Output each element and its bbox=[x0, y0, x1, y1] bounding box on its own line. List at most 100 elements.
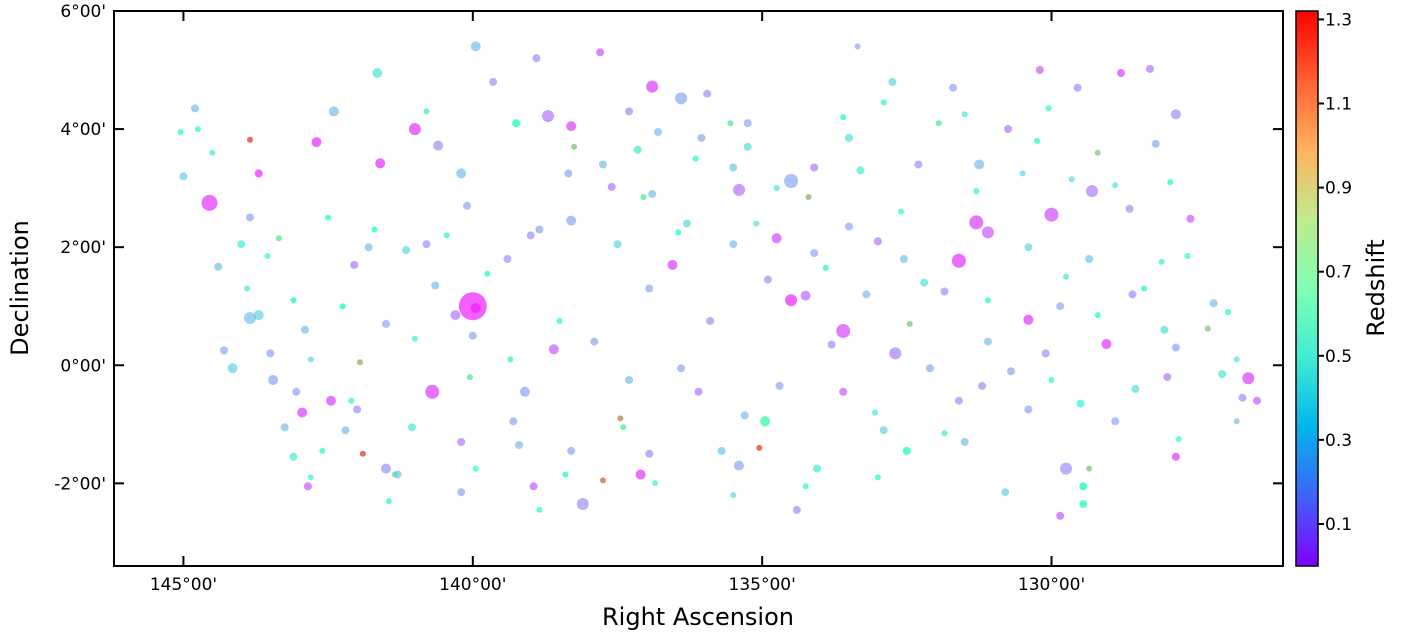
galaxy-point bbox=[307, 356, 314, 363]
galaxy-point bbox=[633, 145, 642, 154]
galaxy-point bbox=[214, 262, 223, 271]
galaxy-point bbox=[983, 337, 992, 346]
galaxy-point bbox=[515, 441, 524, 449]
galaxy-point bbox=[1045, 105, 1052, 112]
galaxy-point bbox=[654, 128, 662, 136]
colorbar-tick-label: 0.5 bbox=[1325, 347, 1352, 367]
colorbar-tick-label: 1.1 bbox=[1325, 95, 1352, 115]
y-axis-ticks: 6°00' 4°00' 2°00' 0°00' -2°00' bbox=[54, 2, 1283, 494]
galaxy-point bbox=[1024, 405, 1033, 414]
galaxy-point bbox=[244, 312, 256, 324]
galaxy-point bbox=[201, 194, 218, 211]
galaxy-point bbox=[873, 237, 882, 246]
galaxy-point bbox=[706, 317, 715, 325]
galaxy-point bbox=[348, 397, 355, 404]
galaxy-point bbox=[640, 194, 647, 200]
colorbar-ticks: 1.3 1.1 0.9 0.7 0.5 0.3 0.1 bbox=[1318, 10, 1352, 535]
galaxy-point bbox=[1035, 66, 1044, 74]
galaxy-point bbox=[613, 240, 622, 249]
galaxy-point bbox=[566, 215, 577, 226]
galaxy-point bbox=[1085, 255, 1094, 263]
galaxy-point bbox=[275, 235, 282, 242]
x-tick-label: 140°00' bbox=[439, 575, 506, 595]
galaxy-point bbox=[899, 255, 908, 263]
galaxy-point bbox=[463, 201, 471, 210]
galaxy-point bbox=[902, 446, 911, 455]
galaxy-point bbox=[290, 297, 297, 304]
galaxy-point bbox=[625, 107, 634, 116]
galaxy-point bbox=[810, 163, 819, 172]
galaxy-point bbox=[940, 287, 949, 296]
galaxy-point bbox=[1225, 309, 1231, 316]
galaxy-point bbox=[692, 155, 699, 162]
galaxy-point bbox=[244, 285, 251, 292]
x-axis-title: Right Ascension bbox=[602, 603, 794, 631]
galaxy-point bbox=[529, 482, 538, 491]
galaxy-point bbox=[645, 284, 654, 293]
galaxy-point bbox=[566, 121, 577, 132]
galaxy-point bbox=[961, 111, 968, 118]
galaxy-point bbox=[393, 470, 402, 479]
galaxy-point bbox=[341, 426, 350, 435]
galaxy-point bbox=[727, 120, 734, 127]
y-axis-title: Declination bbox=[6, 220, 34, 356]
galaxy-point bbox=[526, 231, 535, 240]
galaxy-point bbox=[433, 140, 444, 151]
galaxy-point bbox=[960, 438, 969, 446]
galaxy-point bbox=[935, 120, 942, 127]
galaxy-point bbox=[431, 281, 440, 290]
galaxy-point bbox=[590, 337, 599, 346]
galaxy-point bbox=[784, 174, 799, 188]
galaxy-point bbox=[325, 214, 332, 221]
galaxy-point bbox=[1186, 214, 1195, 223]
galaxy-point bbox=[350, 260, 359, 269]
galaxy-point bbox=[408, 423, 416, 432]
x-axis-ticks: 145°00' 140°00' 135°00' 130°00' bbox=[150, 11, 1085, 595]
galaxy-point bbox=[1171, 452, 1180, 461]
galaxy-point bbox=[280, 423, 289, 432]
galaxy-point bbox=[177, 129, 184, 135]
galaxy-point bbox=[381, 463, 391, 474]
galaxy-point bbox=[359, 450, 366, 457]
galaxy-point bbox=[717, 446, 726, 455]
galaxy-point bbox=[562, 471, 569, 478]
galaxy-point bbox=[773, 185, 780, 192]
galaxy-point bbox=[1094, 312, 1101, 319]
galaxy-point bbox=[872, 409, 878, 416]
galaxy-point bbox=[822, 264, 829, 271]
galaxy-point bbox=[1111, 417, 1120, 426]
galaxy-point bbox=[194, 126, 201, 133]
galaxy-point bbox=[730, 492, 737, 499]
colorbar-tick-label: 0.1 bbox=[1325, 515, 1352, 535]
galaxy-point bbox=[1068, 176, 1075, 183]
galaxy-point bbox=[385, 498, 392, 505]
galaxy-point bbox=[862, 290, 871, 299]
galaxy-point bbox=[785, 294, 798, 307]
galaxy-point bbox=[307, 474, 314, 481]
galaxy-point bbox=[472, 465, 479, 472]
galaxy-point bbox=[311, 137, 322, 148]
galaxy-point bbox=[237, 240, 246, 249]
galaxy-point bbox=[743, 119, 752, 128]
galaxy-point bbox=[408, 123, 421, 136]
galaxy-point bbox=[289, 452, 298, 461]
galaxy-point bbox=[1007, 367, 1015, 376]
galaxy-point bbox=[840, 114, 847, 121]
galaxy-point bbox=[1086, 465, 1093, 472]
galaxy-point bbox=[1204, 325, 1211, 332]
galaxy-point bbox=[1023, 314, 1034, 325]
galaxy-point bbox=[567, 446, 576, 455]
galaxy-point bbox=[625, 376, 634, 384]
galaxy-point bbox=[941, 430, 948, 437]
galaxy-point bbox=[694, 387, 703, 396]
galaxy-point bbox=[836, 324, 851, 338]
galaxy-point bbox=[371, 226, 378, 233]
galaxy-point bbox=[402, 246, 411, 255]
galaxy-point bbox=[792, 505, 801, 514]
galaxy-point bbox=[1079, 500, 1088, 508]
galaxy-point bbox=[813, 464, 822, 473]
y-tick-label: 2°00' bbox=[60, 238, 106, 258]
galaxy-point bbox=[1044, 207, 1059, 222]
galaxy-point bbox=[457, 488, 466, 497]
